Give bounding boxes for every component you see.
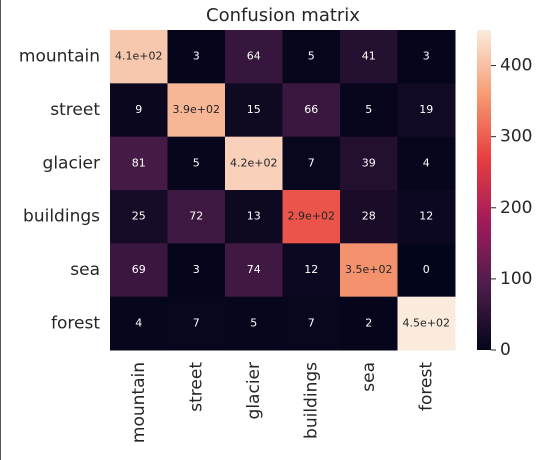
cell-label: 4.1e+02: [115, 50, 162, 63]
heatmap-cell: [225, 30, 283, 84]
cell-label: 12: [304, 263, 318, 276]
cell-label: 69: [132, 263, 146, 276]
chart-title: Confusion matrix: [206, 5, 360, 26]
cell-label: 4.2e+02: [230, 156, 277, 169]
heatmap-cell: [225, 296, 283, 351]
y-tick-label: sea: [70, 260, 100, 280]
cell-label: 41: [362, 50, 376, 63]
heatmap-cell: [340, 83, 398, 138]
heatmap-cell: [110, 296, 168, 351]
heatmap-cell: [110, 83, 168, 138]
cell-label: 4: [423, 156, 430, 169]
heatmap-cell: [397, 30, 456, 84]
colorbar: [477, 30, 491, 350]
heatmap-cell: [340, 296, 398, 351]
cell-label: 25: [132, 210, 146, 223]
heatmap-cell: [282, 296, 341, 351]
heatmap-cell: [225, 243, 283, 298]
heatmap-cell: [340, 243, 398, 298]
y-tick-label: forest: [51, 313, 100, 333]
heatmap-cell: [282, 83, 341, 138]
cell-label: 7: [193, 316, 200, 329]
cell-label: 81: [132, 156, 146, 169]
y-tick-label: glacier: [43, 153, 100, 173]
x-tick-label: glacier: [244, 362, 264, 419]
heatmap-cell: [282, 30, 341, 84]
heatmap-cell: [397, 190, 456, 244]
cell-label: 5: [250, 316, 257, 329]
heatmap-cell: [167, 136, 226, 191]
cell-label: 5: [308, 50, 315, 63]
cell-label: 66: [304, 103, 318, 116]
cell-label: 3: [193, 50, 200, 63]
heatmap-cell: [225, 136, 283, 191]
cell-label: 3.5e+02: [345, 263, 392, 276]
cell-label: 5: [193, 156, 200, 169]
heatmap-cell: [397, 83, 456, 138]
heatmap-cell: [282, 190, 341, 244]
heatmap-cell: [167, 190, 226, 244]
heatmap-cell: [110, 30, 168, 84]
x-tick-label: street: [186, 362, 206, 412]
heatmap-cell: [397, 296, 456, 351]
x-tick-label: mountain: [129, 362, 149, 443]
heatmap-cell: [225, 190, 283, 244]
cell-label: 13: [247, 210, 261, 223]
heatmap-cell: [397, 243, 456, 298]
cell-label: 5: [365, 103, 372, 116]
cell-label: 28: [362, 210, 376, 223]
colorbar-tick-label: 0: [500, 340, 511, 360]
heatmap-cell: [110, 243, 168, 298]
heatmap-cell: [225, 83, 283, 138]
colorbar-tick-label: 400: [500, 56, 532, 76]
heatmap-cell: [340, 30, 398, 84]
cell-label: 9: [135, 103, 142, 116]
y-tick-label: buildings: [23, 207, 100, 227]
heatmap-cell: [340, 136, 398, 191]
cell-label: 2.9e+02: [288, 210, 335, 223]
heatmap-cell: [282, 243, 341, 298]
cell-label: 3.9e+02: [173, 103, 220, 116]
colorbar-tick-label: 200: [500, 198, 532, 218]
x-tick-label: sea: [359, 362, 379, 392]
x-tick-label: buildings: [301, 362, 321, 439]
heatmap-cell: [110, 136, 168, 191]
cell-label: 7: [308, 316, 315, 329]
cell-label: 3: [193, 263, 200, 276]
heatmap-cell: [167, 30, 226, 84]
cell-label: 0: [423, 263, 430, 276]
cell-label: 12: [419, 210, 433, 223]
cell-label: 3: [423, 50, 430, 63]
cell-label: 15: [247, 103, 261, 116]
heatmap-cell: [397, 136, 456, 191]
y-tick-label: mountain: [19, 47, 100, 67]
colorbar-tick-label: 300: [500, 127, 532, 147]
cell-label: 7: [308, 156, 315, 169]
heatmap-cell: [282, 136, 341, 191]
cell-label: 74: [247, 263, 261, 276]
cell-label: 4: [135, 316, 142, 329]
y-tick-label: street: [50, 100, 100, 120]
cell-label: 19: [419, 103, 433, 116]
cell-label: 4.5e+02: [403, 316, 450, 329]
heatmap-cell: [167, 83, 226, 138]
heatmap-cell: [340, 190, 398, 244]
cell-label: 64: [247, 50, 261, 63]
heatmap-cell: [110, 190, 168, 244]
heatmap-cell: [167, 243, 226, 298]
x-tick-label: forest: [416, 362, 436, 411]
cell-label: 2: [365, 316, 372, 329]
heatmap-cell: [167, 296, 226, 351]
cell-label: 72: [189, 210, 203, 223]
colorbar-tick-label: 100: [500, 269, 532, 289]
cell-label: 39: [362, 156, 376, 169]
